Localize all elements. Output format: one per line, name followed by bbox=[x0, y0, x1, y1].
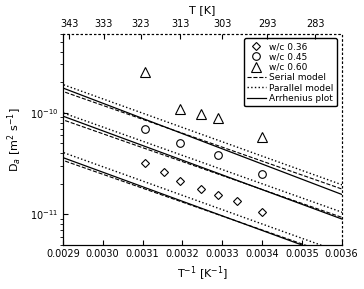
X-axis label: T [K]: T [K] bbox=[189, 5, 215, 16]
Legend: w/c 0.36, w/c 0.45, w/c 0.60, Serial model, Parallel model, Arrhenius plot: w/c 0.36, w/c 0.45, w/c 0.60, Serial mod… bbox=[244, 38, 337, 106]
X-axis label: T$^{-1}$ [K$^{-1}$]: T$^{-1}$ [K$^{-1}$] bbox=[177, 265, 228, 284]
Y-axis label: D$_a$ [m$^2$ s$^{-1}$]: D$_a$ [m$^2$ s$^{-1}$] bbox=[5, 107, 24, 172]
